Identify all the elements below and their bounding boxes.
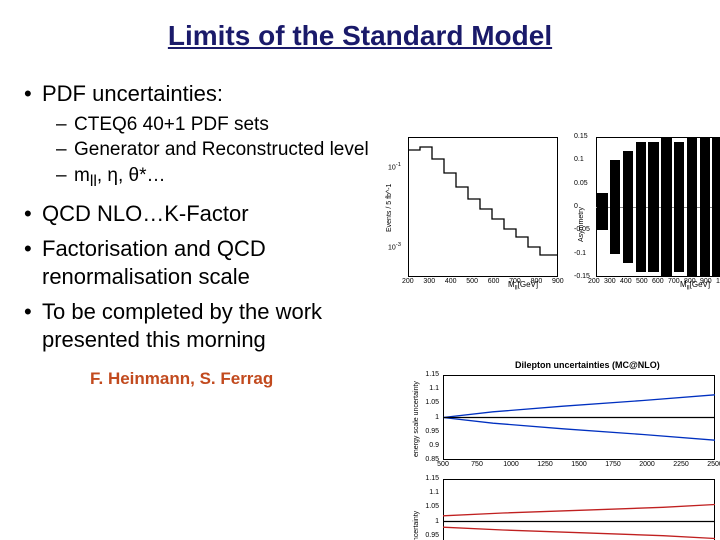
lines-ytick: 1.1 xyxy=(409,385,439,392)
chart-histogram: Events / 5 fb^-1 10-1 10-3 Mll[GeV] 2003… xyxy=(378,132,566,297)
hist-xtick: 700 xyxy=(509,278,521,285)
hist-xtick: 800 xyxy=(531,278,543,285)
lines-ytick: 0.9 xyxy=(409,442,439,449)
lines-xtick: 1500 xyxy=(567,461,591,468)
lines-ytick: 0.95 xyxy=(409,532,439,539)
bar-4 xyxy=(648,142,658,273)
lines-xtick: 2000 xyxy=(635,461,659,468)
hist-ytick-2: 10-3 xyxy=(388,242,401,251)
hist-xtick: 900 xyxy=(552,278,564,285)
sub-vars: mll, η, θ*… xyxy=(20,165,380,192)
bars-xtick: 1000 xyxy=(716,278,720,285)
lines-xtick: 750 xyxy=(465,461,489,468)
panel1-svg xyxy=(443,375,715,460)
bar-3 xyxy=(636,142,646,273)
lines-xtick: 500 xyxy=(431,461,455,468)
chart-histogram-steps xyxy=(408,137,558,277)
chart-lines: Dilepton uncertainties (MC@NLO) energy s… xyxy=(405,357,720,540)
bars-xtick: 200 xyxy=(588,278,600,285)
bar-6 xyxy=(674,142,684,273)
bars-xtick: 700 xyxy=(668,278,680,285)
authors-line: F. Heinmann, S. Ferrag xyxy=(90,369,380,389)
sub-generator: Generator and Reconstructed level xyxy=(20,139,380,162)
panel2-svg xyxy=(443,479,715,540)
slide-title: Limits of the Standard Model xyxy=(20,20,700,52)
bullet-qcd-nlo: QCD NLO…K-Factor xyxy=(20,200,380,228)
lines-ytick: 0.95 xyxy=(409,428,439,435)
bar-7 xyxy=(687,137,697,277)
hist-xtick: 500 xyxy=(466,278,478,285)
lines-ytick: 1 xyxy=(409,518,439,525)
hist-xtick: 600 xyxy=(488,278,500,285)
bars-ylabel: Asymmetry xyxy=(578,207,585,242)
bars-ytick: -0.1 xyxy=(574,250,586,257)
chart-bars: Asymmetry Mll[GeV] -0.15-0.1-0.0500.050.… xyxy=(572,132,720,297)
lines-ytick: 1.15 xyxy=(409,475,439,482)
bar-2 xyxy=(623,151,633,263)
hist-xtick: 400 xyxy=(445,278,457,285)
sub-cteq6: CTEQ6 40+1 PDF sets xyxy=(20,114,380,137)
bars-ytick: 0.05 xyxy=(574,180,588,187)
bar-5 xyxy=(661,137,671,277)
bullet-factorisation: Factorisation and QCD renormalisation sc… xyxy=(20,235,380,290)
lines-ytick: 1.05 xyxy=(409,503,439,510)
lines-xtick: 1000 xyxy=(499,461,523,468)
hist-xtick: 300 xyxy=(423,278,435,285)
hist-xtick: 200 xyxy=(402,278,414,285)
bars-ytick: 0.1 xyxy=(574,156,584,163)
bar-9 xyxy=(712,137,720,277)
bullet-pdf-uncertainties: PDF uncertainties: xyxy=(20,80,380,108)
bar-0 xyxy=(597,193,607,230)
bars-xtick: 600 xyxy=(652,278,664,285)
bar-8 xyxy=(700,137,710,277)
hist-ylabel: Events / 5 fb^-1 xyxy=(386,184,393,232)
bars-ytick: 0 xyxy=(574,203,578,210)
lines-ytick: 1.1 xyxy=(409,489,439,496)
bars-ytick: -0.05 xyxy=(574,226,590,233)
hist-ytick-1: 10-1 xyxy=(388,162,401,171)
bars-xtick: 800 xyxy=(684,278,696,285)
lines-xtick: 2250 xyxy=(669,461,693,468)
lines-xtick: 1750 xyxy=(601,461,625,468)
text-column: PDF uncertainties: CTEQ6 40+1 PDF sets G… xyxy=(20,72,380,389)
bars-xtick: 900 xyxy=(700,278,712,285)
bars-ytick: 0.15 xyxy=(574,133,588,140)
bullet-tobecompleted: To be completed by the work presented th… xyxy=(20,298,380,353)
bars-xtick: 500 xyxy=(636,278,648,285)
lines-ytick: 1.05 xyxy=(409,399,439,406)
slide-root: Limits of the Standard Model PDF uncerta… xyxy=(0,0,720,540)
bars-xtick: 400 xyxy=(620,278,632,285)
bars-xtick: 300 xyxy=(604,278,616,285)
lines-ytick: 1 xyxy=(409,414,439,421)
lines-xtick: 1250 xyxy=(533,461,557,468)
chart-lines-title: Dilepton uncertainties (MC@NLO) xyxy=(515,360,660,370)
lines-ytick: 1.15 xyxy=(409,371,439,378)
bar-1 xyxy=(610,160,620,253)
lines-xtick: 2500 xyxy=(703,461,720,468)
